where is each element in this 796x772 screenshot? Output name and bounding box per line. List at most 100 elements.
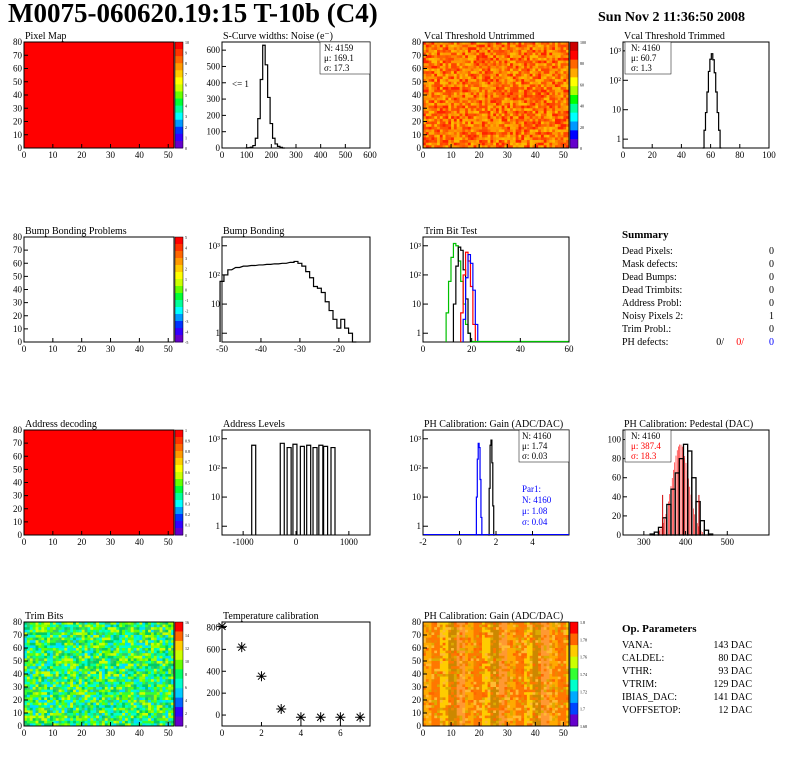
heatmap-cell	[139, 723, 143, 727]
heatmap-cell	[487, 60, 491, 64]
y-tick-label: 400	[207, 666, 221, 676]
heatmap-cell	[470, 113, 474, 117]
heatmap-cell	[32, 658, 36, 662]
heatmap-cell	[142, 629, 146, 633]
heatmap-cell	[153, 705, 158, 709]
heatmap-cell	[445, 79, 449, 83]
heatmap-cell	[498, 118, 503, 122]
heatmap-cell	[549, 68, 553, 72]
stat-n: N: 4159	[324, 43, 354, 53]
heatmap-cell	[470, 73, 474, 77]
heatmap-cell	[78, 679, 83, 683]
heatmap-cell	[554, 116, 559, 120]
heatmap-cell	[563, 79, 567, 83]
heatmap-cell	[81, 674, 85, 677]
heatmap-cell	[493, 110, 497, 114]
heatmap-cell	[58, 702, 62, 706]
heatmap-cell	[162, 705, 166, 709]
heatmap-cell	[55, 715, 60, 719]
heatmap-cell	[26, 674, 31, 677]
heatmap-cell	[462, 42, 466, 46]
heatmap-cell	[107, 640, 111, 644]
heatmap-cell	[47, 687, 51, 690]
heatmap-cell	[64, 674, 68, 677]
heatmap-cell	[470, 100, 474, 104]
heatmap-cell	[93, 648, 97, 651]
heatmap-cell	[142, 642, 146, 646]
heatmap-cell	[81, 637, 85, 641]
heatmap-cell	[540, 49, 545, 53]
heatmap-cell	[462, 629, 466, 633]
heatmap-cell	[560, 87, 564, 91]
heatmap-cell	[560, 97, 564, 101]
heatmap-cell	[498, 105, 503, 109]
heatmap-cell	[44, 671, 48, 675]
heatmap-cell	[171, 663, 175, 667]
heatmap-cell	[428, 71, 432, 75]
heatmap-cell	[67, 689, 71, 693]
heatmap-cell	[93, 702, 97, 706]
heatmap-cell	[507, 105, 511, 109]
heatmap-cell	[448, 49, 452, 53]
heatmap-cell	[96, 720, 100, 724]
heatmap-cell	[67, 635, 71, 638]
y-tick-label: 50	[13, 464, 23, 474]
heatmap-cell	[93, 697, 97, 701]
heatmap-cell	[84, 681, 88, 685]
heatmap-cell	[557, 71, 561, 75]
heatmap-cell	[61, 653, 65, 657]
heatmap-cell	[67, 650, 71, 654]
heatmap-cell	[442, 84, 446, 88]
heatmap-cell	[93, 650, 97, 654]
heatmap-cell	[49, 658, 54, 662]
heatmap-cell	[504, 622, 508, 625]
palette-label: 40	[580, 104, 584, 109]
heatmap-cell	[145, 655, 149, 659]
heatmap-cell	[451, 124, 455, 128]
heatmap-cell	[133, 694, 137, 698]
heatmap-cell	[560, 142, 564, 146]
heatmap-cell	[476, 47, 480, 51]
heatmap-cell	[35, 632, 39, 636]
heatmap-cell	[38, 676, 42, 680]
heatmap-cell	[546, 65, 550, 69]
heatmap-cell	[510, 65, 514, 69]
heatmap-cell	[124, 668, 129, 672]
heatmap-cell	[546, 63, 550, 67]
heatmap-cell	[122, 637, 126, 641]
heatmap-cell	[538, 97, 542, 101]
heatmap-cell	[73, 642, 77, 646]
heatmap-cell	[127, 650, 132, 654]
heatmap-cell	[148, 697, 152, 701]
heatmap-cell	[75, 676, 80, 680]
heatmap-cell	[552, 137, 556, 141]
heatmap-cell	[434, 49, 438, 53]
heatmap-cell	[459, 95, 463, 99]
heatmap-cell	[32, 700, 36, 703]
heatmap-cell	[139, 627, 143, 631]
heatmap-cell	[566, 113, 570, 117]
heatmap-cell	[55, 668, 60, 672]
heatmap-cell	[496, 71, 500, 75]
heatmap-cell	[165, 702, 169, 706]
heatmap-cell	[35, 702, 39, 706]
heatmap-cell	[521, 44, 525, 48]
heatmap-cell	[24, 671, 28, 675]
heatmap-cell	[55, 702, 60, 706]
heatmap-cell	[445, 102, 449, 106]
heatmap-cell	[442, 629, 446, 633]
y-tick-label: 60	[13, 64, 23, 74]
heatmap-cell	[124, 679, 129, 683]
heatmap-cell	[122, 674, 126, 677]
heatmap-cell	[156, 707, 160, 711]
heatmap-cell	[423, 55, 427, 59]
heatmap-cell	[165, 684, 169, 688]
heatmap-cell	[171, 624, 175, 628]
heatmap-cell	[159, 668, 163, 672]
heatmap-cell	[512, 142, 517, 146]
heatmap-cell	[546, 145, 550, 149]
heatmap-cell	[130, 629, 135, 633]
palette-label: 60	[580, 82, 584, 87]
heatmap-cell	[526, 102, 531, 106]
heatmap-cell	[546, 124, 550, 128]
